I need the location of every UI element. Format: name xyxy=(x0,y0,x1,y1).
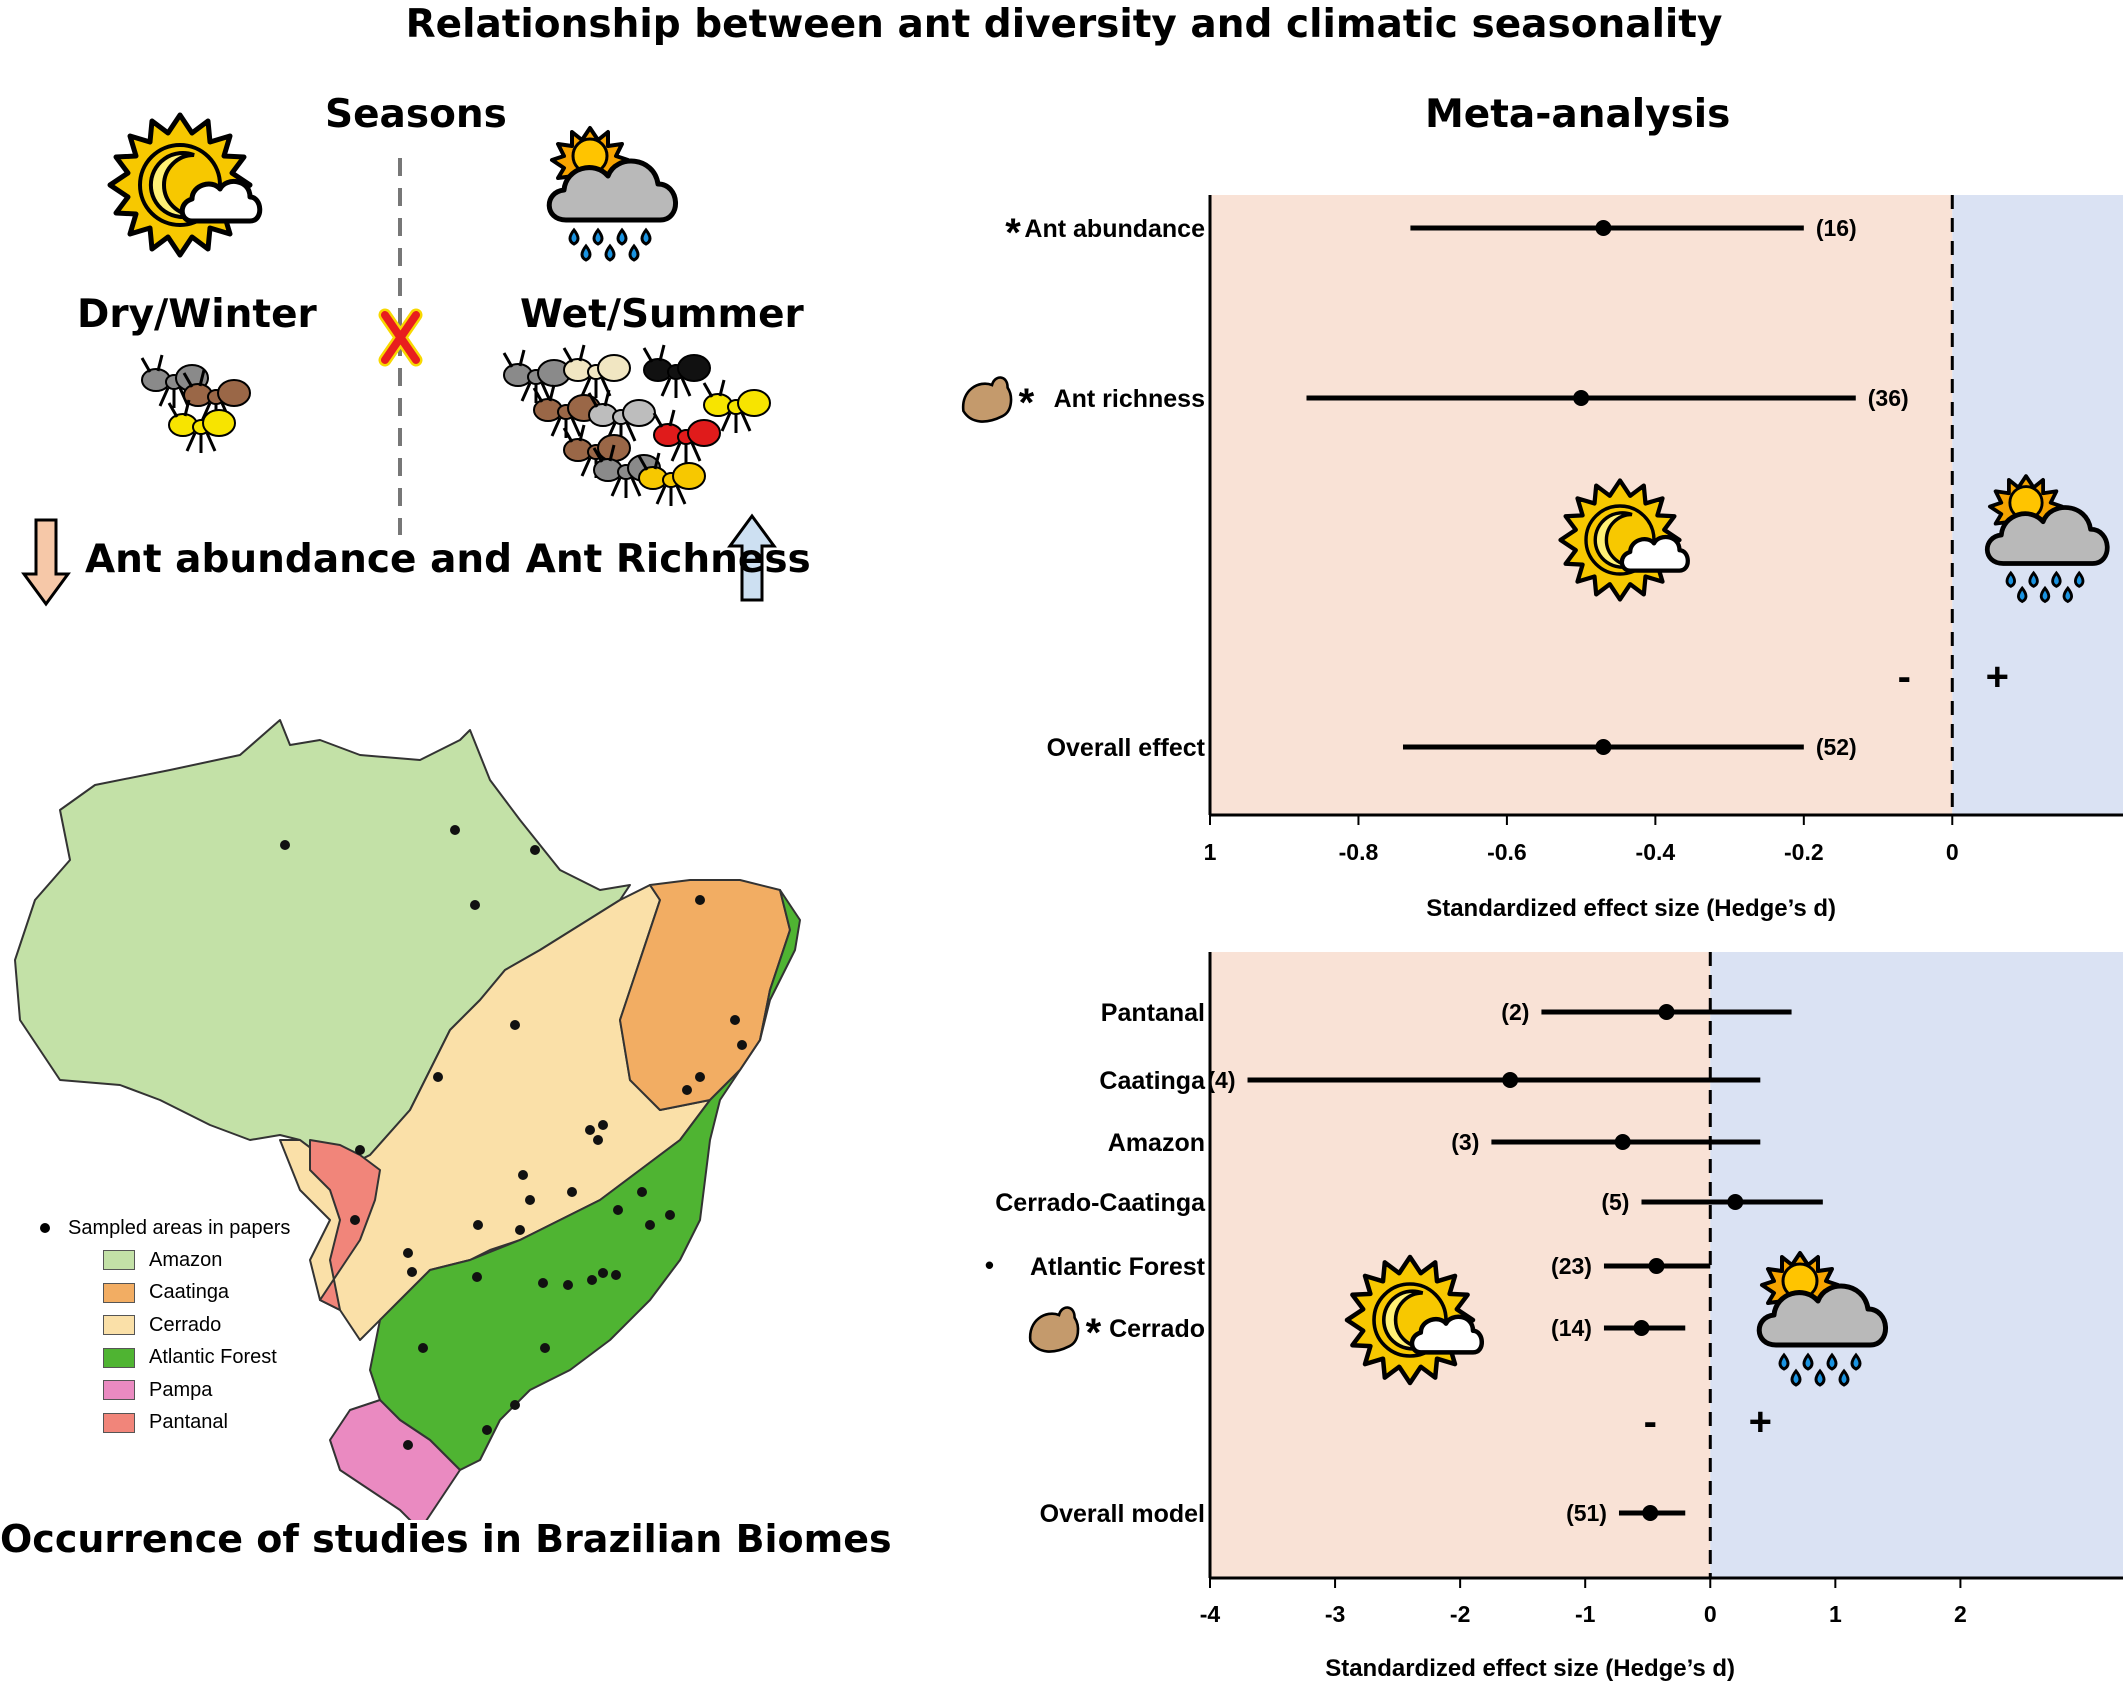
arrow-up-icon xyxy=(727,513,777,602)
sample-size-label: (14) xyxy=(1551,1315,1592,1341)
x-mark-icon xyxy=(378,308,423,367)
point-estimate xyxy=(1595,739,1612,755)
wet-summer-label: Wet/Summer xyxy=(520,292,804,337)
point-estimate xyxy=(1573,390,1590,406)
legend-item-pampa: Pampa xyxy=(103,1374,290,1407)
x-tick-label: 0 xyxy=(1704,1601,1717,1627)
legend-swatch xyxy=(103,1250,135,1271)
x-tick-label: -0.6 xyxy=(1487,839,1527,865)
map-legend: Sampled areas in papers Amazon Caatinga … xyxy=(40,1212,290,1439)
negative-sign: - xyxy=(1898,655,1911,699)
row-label: Cerrado-Caatinga xyxy=(995,1189,1206,1217)
x-tick-label: -3 xyxy=(1325,1601,1345,1627)
positive-sign: + xyxy=(1749,1400,1772,1444)
legend-item-atlantic-forest: Atlantic Forest xyxy=(103,1342,290,1375)
significance-star: * xyxy=(1005,211,1021,255)
positive-sign: + xyxy=(1986,655,2009,699)
biome-pantanal xyxy=(309,1139,381,1311)
significance-star: * xyxy=(1086,1311,1102,1355)
brazil-map xyxy=(14,719,801,1520)
sample-size-label: (2) xyxy=(1501,999,1529,1025)
point-estimate xyxy=(1633,1320,1650,1336)
point-estimate xyxy=(1727,1194,1744,1210)
x-tick-label: 1 xyxy=(1829,1601,1842,1627)
legend-swatch xyxy=(103,1412,135,1433)
legend-swatch xyxy=(103,1315,135,1336)
sample-size-label: (16) xyxy=(1816,215,1857,241)
x-tick-label: 0 xyxy=(1946,839,1959,865)
sample-size-label: (23) xyxy=(1551,1253,1592,1279)
x-tick-label: 2 xyxy=(1954,1601,1967,1627)
point-estimate xyxy=(1648,1258,1665,1274)
row-label: Atlantic Forest xyxy=(1030,1253,1206,1281)
row-label: Overall model xyxy=(1040,1500,1205,1528)
x-axis-label: Standardized effect size (Hedge’s d) xyxy=(1426,895,1836,922)
row-label: Ant richness xyxy=(1054,385,1205,413)
legend-item-amazon: Amazon xyxy=(103,1244,290,1277)
dry-winter-label: Dry/Winter xyxy=(77,292,317,337)
row-label: Overall effect xyxy=(1047,734,1206,762)
significance-star: * xyxy=(1019,381,1035,425)
arrow-down-icon xyxy=(21,518,71,607)
point-estimate xyxy=(1502,1072,1519,1088)
legend-item-sampled: Sampled areas in papers xyxy=(40,1212,290,1244)
x-axis-label: Standardized effect size (Hedge’s d) xyxy=(1325,1655,1735,1682)
seasons-heading: Seasons xyxy=(325,92,507,137)
marginal-dot: • xyxy=(985,1250,994,1280)
legend-item-pantanal: Pantanal xyxy=(103,1407,290,1440)
legend-swatch xyxy=(103,1282,135,1303)
row-label: Caatinga xyxy=(1099,1067,1206,1095)
legend-swatch xyxy=(103,1380,135,1401)
abundance-richness-statement: Ant abundance and Ant Richness xyxy=(85,537,811,582)
row-label: Pantanal xyxy=(1101,999,1205,1027)
point-estimate xyxy=(1658,1004,1675,1020)
point-estimate xyxy=(1595,220,1612,236)
seasons-graphic xyxy=(21,0,777,607)
row-label: Amazon xyxy=(1108,1129,1205,1157)
x-tick-label: 1 xyxy=(1204,839,1217,865)
map-caption: Occurrence of studies in Brazilian Biome… xyxy=(0,1517,892,1561)
positive-region xyxy=(1710,952,2123,1578)
point-estimate xyxy=(1614,1134,1631,1150)
sample-size-label: (51) xyxy=(1566,1500,1607,1526)
main-title: Relationship between ant diversity and c… xyxy=(405,2,1723,47)
sample-size-label: (3) xyxy=(1451,1129,1479,1155)
x-tick-label: -2 xyxy=(1450,1601,1470,1627)
legend-swatch xyxy=(103,1347,135,1368)
x-tick-label: -0.4 xyxy=(1636,839,1676,865)
row-label: Ant abundance xyxy=(1024,215,1205,243)
row-label: Cerrado xyxy=(1109,1315,1205,1343)
sample-size-label: (5) xyxy=(1601,1189,1629,1215)
sample-point-marker xyxy=(40,1223,50,1233)
meta-analysis-heading: Meta-analysis xyxy=(1425,92,1731,137)
sample-size-label: (52) xyxy=(1816,734,1857,760)
x-tick-label: -1 xyxy=(1575,1601,1596,1627)
point-estimate xyxy=(1642,1505,1659,1521)
negative-sign: - xyxy=(1644,1400,1657,1444)
legend-item-caatinga: Caatinga xyxy=(103,1277,290,1310)
sample-points xyxy=(280,825,747,1450)
x-tick-label: -0.2 xyxy=(1784,839,1824,865)
flexed-arm-icon xyxy=(1028,1306,1080,1353)
x-tick-label: -4 xyxy=(1200,1601,1221,1627)
sample-size-label: (36) xyxy=(1868,385,1909,411)
biome-pampa xyxy=(329,1399,461,1520)
x-tick-label: -0.8 xyxy=(1339,839,1379,865)
legend-item-cerrado: Cerrado xyxy=(103,1309,290,1342)
sample-size-label: (4) xyxy=(1207,1067,1235,1093)
